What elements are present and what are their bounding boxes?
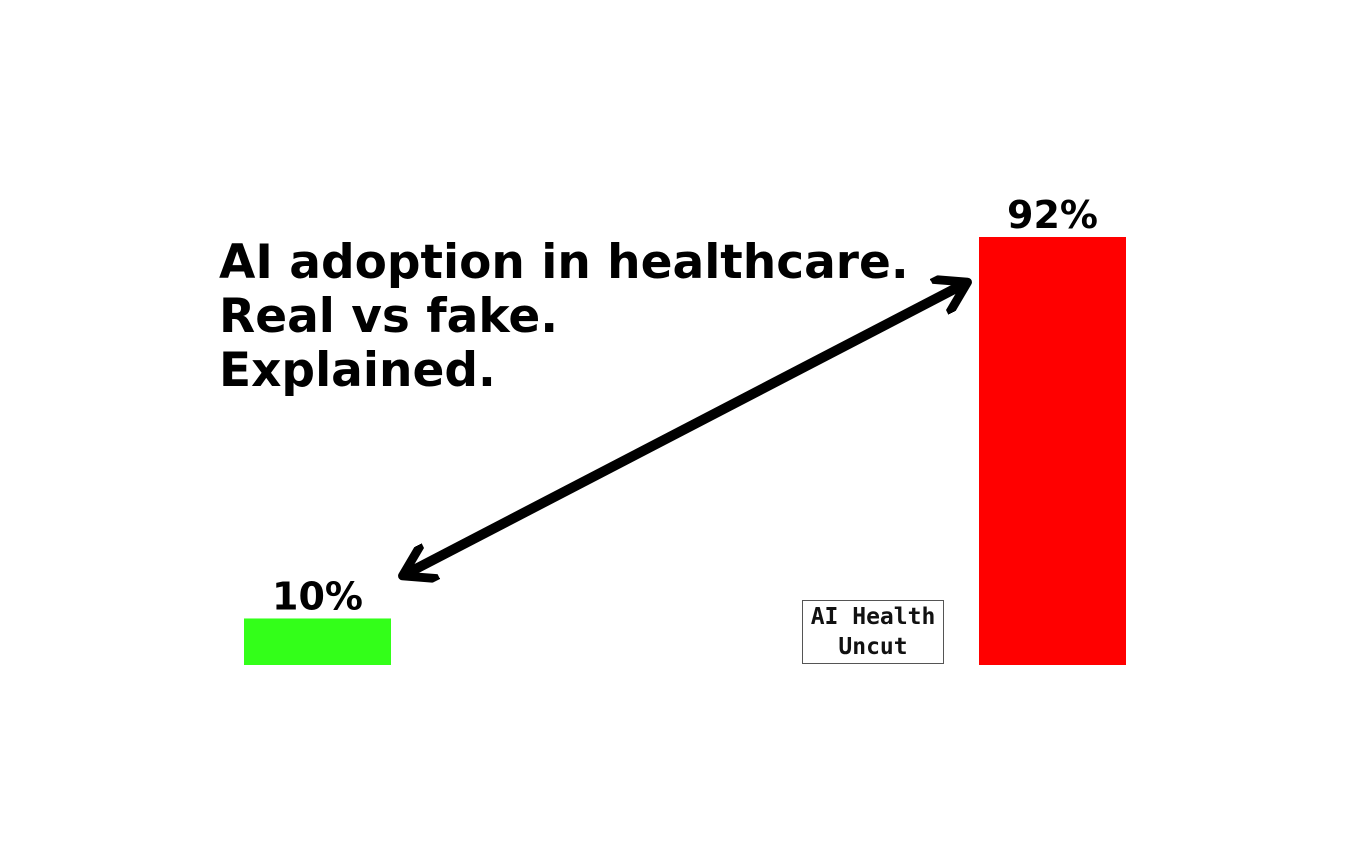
- bar: [244, 618, 391, 665]
- value-label: 92%: [1007, 193, 1098, 237]
- bar: [979, 237, 1126, 665]
- value-label: 10%: [272, 574, 363, 618]
- chart-title: Explained.: [219, 343, 496, 398]
- chart-title: AI adoption in healthcare.: [219, 235, 909, 290]
- watermark: AI Health Uncut: [802, 600, 944, 664]
- arrow: [406, 284, 964, 574]
- chart-title: Real vs fake.: [219, 289, 558, 344]
